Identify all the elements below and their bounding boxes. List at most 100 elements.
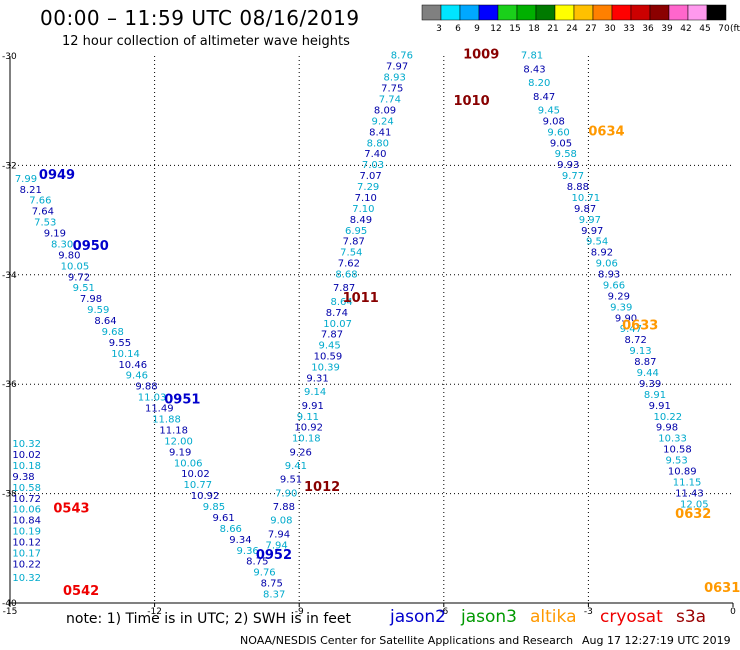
wave-height-value: 9.53 (666, 456, 688, 467)
wave-height-value: 9.91 (302, 401, 324, 412)
wave-height-value: 8.66 (220, 524, 242, 535)
wave-height-value: 10.22 (653, 412, 682, 423)
colorbar-swatch (630, 4, 651, 21)
wave-height-value: 10.14 (111, 349, 140, 360)
colorbar-swatch (687, 4, 708, 21)
x-tick-label: -9 (295, 607, 304, 617)
wave-height-value: 7.75 (381, 84, 403, 95)
colorbar-label: 27 (585, 24, 596, 34)
pass-label: 0949 (39, 168, 75, 183)
wave-height-value: 8.75 (246, 557, 268, 568)
wave-height-value: 12.00 (164, 436, 193, 447)
wave-height-value: 9.55 (109, 338, 131, 349)
colorbar-label: 42 (680, 24, 691, 34)
x-tick-label: 0 (730, 607, 736, 617)
wave-height-value: 9.13 (629, 346, 651, 357)
pass-label: 0633 (622, 319, 658, 334)
colorbar-label: 24 (566, 24, 578, 34)
wave-height-value: 11.43 (675, 488, 704, 499)
wave-height-value: 10.22 (12, 559, 41, 570)
wave-height-value: 9.97 (581, 226, 603, 237)
wave-height-value: 7.29 (357, 182, 379, 193)
wave-height-value: 10.39 (311, 363, 340, 374)
axes: -15 -12 -9 -6 -3 0-30-32-34-36-38-40 (2, 52, 736, 617)
colorbar-label: 39 (661, 24, 673, 34)
y-tick-label: -30 (2, 52, 17, 62)
wave-height-value: 10.12 (12, 538, 41, 549)
wave-height-value: 9.45 (318, 341, 340, 352)
y-tick-label: -34 (2, 271, 17, 281)
colorbar-swatch (497, 4, 518, 21)
colorbar-label: 70 (718, 24, 730, 34)
wave-height-value: 7.74 (379, 94, 401, 105)
pass-label: 0952 (256, 548, 292, 563)
pass-label: 0950 (73, 239, 109, 254)
credit-line: NOAA/NESDIS Center for Satellite Applica… (240, 634, 574, 647)
wave-height-value: 7.62 (338, 259, 360, 270)
wave-height-value: 8.72 (625, 335, 647, 346)
wave-height-value: 9.51 (280, 475, 302, 486)
wave-height-value: 10.33 (658, 434, 687, 445)
wave-height-value: 8.88 (567, 182, 589, 193)
wave-height-value: 9.39 (639, 379, 661, 390)
wave-height-value: 9.05 (550, 138, 572, 149)
wave-height-value: 7.10 (352, 204, 374, 215)
pass-label: 0951 (164, 392, 200, 407)
colorbar-swatch (459, 4, 480, 21)
colorbar-label: 15 (509, 24, 520, 34)
wave-height-value: 9.06 (596, 259, 618, 270)
colorbar-swatch (668, 4, 689, 21)
wave-height-value: 9.36 (237, 546, 259, 557)
colorbar-swatch (573, 4, 594, 21)
wave-height-value: 10.92 (294, 423, 323, 434)
wave-height-value: 7.64 (32, 207, 54, 218)
legend-jason2: jason2 (390, 607, 446, 627)
wave-height-value: 9.45 (538, 105, 560, 116)
wave-height-value: 9.85 (203, 502, 225, 513)
wave-height-value: 8.20 (528, 78, 550, 89)
wave-height-value: 7.87 (343, 237, 365, 248)
pass-label: 0542 (63, 584, 99, 599)
wave-height-value: 9.34 (229, 535, 251, 546)
y-tick-label: -32 (2, 161, 17, 171)
wave-height-value: 10.06 (174, 458, 203, 469)
wave-height-value: 7.88 (273, 502, 295, 513)
wave-height-points: 8.767.978.937.757.748.099.248.418.807.40… (12, 51, 708, 601)
wave-height-value: 8.64 (331, 297, 353, 308)
wave-height-value: 8.91 (644, 390, 666, 401)
wave-height-value: 9.19 (169, 447, 191, 458)
wave-height-value: 9.19 (44, 229, 66, 240)
colorbar-label: 33 (623, 24, 634, 34)
wave-height-value: 9.54 (586, 237, 608, 248)
wave-height-value: 9.29 (608, 291, 630, 302)
colorbar-label: 36 (642, 24, 654, 34)
y-tick-label: -38 (2, 490, 17, 500)
wave-height-value: 8.09 (374, 105, 396, 116)
x-tick-label: -15 (3, 607, 18, 617)
wave-height-value: 11.03 (138, 393, 167, 404)
wave-height-value: 9.66 (603, 280, 625, 291)
colorbar-label: 6 (455, 24, 461, 34)
wave-height-value: 10.06 (12, 505, 41, 516)
wave-height-value: 10.18 (12, 461, 41, 472)
wave-height-value: 9.60 (547, 127, 569, 138)
wave-height-value: 9.90 (615, 313, 637, 324)
x-tick-label: -6 (439, 607, 448, 617)
wave-height-value: 7.54 (340, 248, 362, 259)
wave-height-value: 8.80 (367, 138, 389, 149)
wave-height-value: 10.89 (668, 466, 697, 477)
wave-height-value: 10.07 (323, 319, 352, 330)
colorbar-unit: (ft) (730, 24, 740, 34)
wave-height-value: 7.98 (80, 294, 102, 305)
wave-height-value: 8.64 (94, 316, 116, 327)
x-tick-label: -12 (147, 607, 162, 617)
wave-height-value: 8.47 (533, 92, 555, 103)
y-tick-label: -40 (2, 599, 17, 609)
wave-height-value: 9.41 (285, 461, 307, 472)
pass-label: 0632 (675, 507, 711, 522)
wave-height-value: 7.90 (275, 488, 297, 499)
colorbar-swatch (421, 4, 442, 21)
wave-height-value: 9.58 (555, 149, 577, 160)
